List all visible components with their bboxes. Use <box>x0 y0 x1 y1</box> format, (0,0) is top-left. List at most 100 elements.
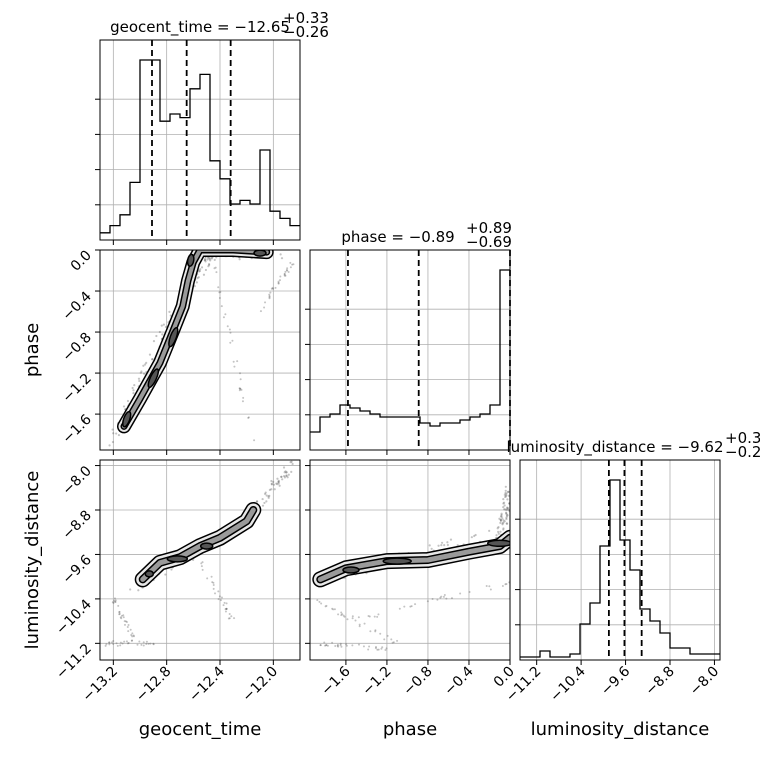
axes-frame <box>99 459 301 661</box>
sample-point <box>123 640 126 643</box>
contour-peak <box>168 326 179 348</box>
sample-point <box>273 488 276 491</box>
sample-point <box>380 647 383 650</box>
sample-point <box>111 428 114 431</box>
xlabel-luminosity-distance: luminosity_distance <box>531 719 710 740</box>
sample-point <box>511 498 513 500</box>
sample-point <box>111 601 114 604</box>
sample-point <box>284 274 287 277</box>
x-tick-label: −13.2 <box>80 664 122 706</box>
sample-point <box>374 630 377 633</box>
sample-point <box>377 613 380 616</box>
sample-point <box>140 370 143 373</box>
sample-point <box>119 641 122 644</box>
sample-point <box>199 268 202 271</box>
sample-point <box>219 291 222 294</box>
sample-point <box>225 607 228 610</box>
contour-peak <box>186 253 195 267</box>
sample-point <box>504 495 507 499</box>
sample-point <box>211 581 214 584</box>
sample-point <box>351 615 354 618</box>
sample-point <box>326 644 329 647</box>
sample-point <box>137 377 141 380</box>
sample-point <box>200 565 203 568</box>
sample-point <box>268 295 271 298</box>
sample-point <box>122 405 126 408</box>
sample-point <box>131 635 134 638</box>
y-tick-label: −0.8 <box>59 330 94 365</box>
sample-point <box>147 642 150 645</box>
sample-point <box>117 604 120 607</box>
sample-point <box>130 633 133 636</box>
sample-point <box>276 482 279 486</box>
joint-geocent-time-phase: −1.6 −1.2 −0.8 −0.4 0.0 <box>59 248 301 455</box>
sample-point <box>112 642 115 645</box>
sample-point <box>351 617 354 620</box>
sample-point <box>200 266 204 269</box>
sample-point <box>197 276 200 279</box>
sample-point <box>506 506 509 509</box>
x-tick-label: −8.0 <box>687 664 722 699</box>
sample-point <box>142 644 145 647</box>
sample-point <box>118 610 121 613</box>
sample-point <box>446 541 449 544</box>
sample-point <box>340 614 343 617</box>
sample-point <box>320 602 323 605</box>
sample-point <box>115 432 118 435</box>
sample-point <box>152 643 155 646</box>
sample-point <box>272 480 275 484</box>
sample-point <box>208 258 211 261</box>
sample-point <box>497 532 500 535</box>
sample-point <box>272 287 275 290</box>
sample-point <box>339 642 342 645</box>
sample-point <box>226 325 229 328</box>
sample-point <box>120 617 123 620</box>
sample-point <box>218 297 221 300</box>
sample-point <box>136 643 139 646</box>
sample-point <box>218 291 221 294</box>
sample-point <box>206 258 209 261</box>
sample-point <box>277 282 280 285</box>
sample-point <box>132 635 135 638</box>
sample-point <box>239 387 242 390</box>
sample-point <box>247 416 250 419</box>
sample-point <box>161 333 164 336</box>
sample-point <box>507 490 510 493</box>
sample-point <box>129 588 132 591</box>
sample-point <box>337 645 340 648</box>
sample-point <box>503 520 506 523</box>
sample-point <box>267 496 270 499</box>
sample-point <box>138 379 141 383</box>
sample-point <box>112 601 115 604</box>
sample-point <box>218 248 220 250</box>
xlabel-geocent-time: geocent_time <box>139 719 262 740</box>
y-tick-label: −0.4 <box>59 288 94 323</box>
y-tick-label: 0.0 <box>68 248 95 275</box>
sample-point <box>357 616 360 619</box>
sample-point <box>233 365 236 368</box>
sample-point <box>501 522 504 525</box>
sample-point <box>502 527 505 530</box>
sample-point <box>398 607 401 610</box>
sample-point <box>358 625 361 628</box>
sample-point <box>505 512 508 515</box>
sample-point <box>203 259 207 262</box>
sample-point <box>496 527 499 530</box>
sample-point <box>145 361 148 364</box>
sample-point <box>357 643 360 646</box>
sample-point <box>505 517 508 521</box>
sample-point <box>142 641 145 644</box>
sample-point <box>437 544 440 547</box>
sample-point <box>238 258 241 261</box>
sample-point <box>325 644 328 647</box>
sample-point <box>164 325 168 329</box>
sample-point <box>290 470 293 473</box>
title-phase-minus: −0.69 <box>466 233 512 251</box>
sample-point <box>113 597 116 600</box>
sample-point <box>279 253 282 256</box>
sample-point <box>443 544 446 547</box>
sample-point <box>265 500 268 503</box>
y-tick-label: −1.6 <box>59 412 94 447</box>
sample-point <box>170 568 173 571</box>
